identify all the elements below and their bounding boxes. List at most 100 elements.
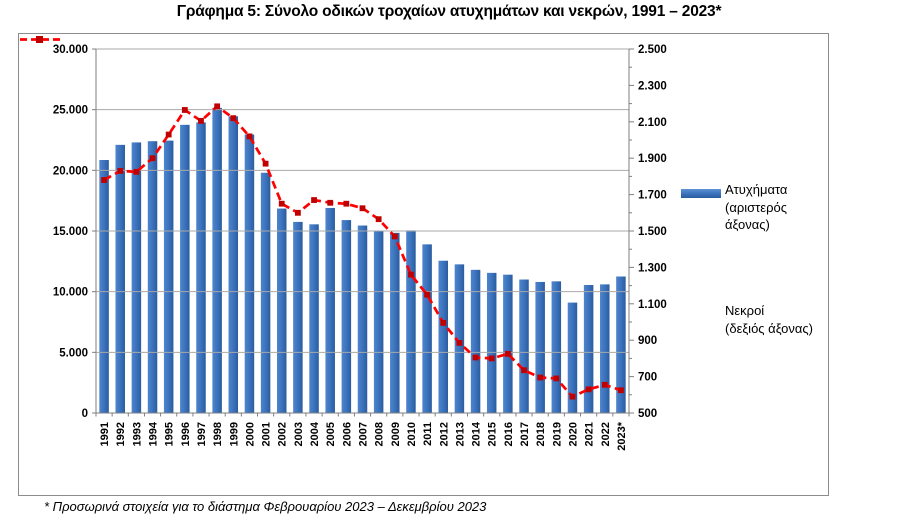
bar-2004 <box>309 224 319 413</box>
x-axis-label-1994: 1994 <box>148 421 160 446</box>
legend-label-deaths: Νεκροί (δεξιός άξονας) <box>725 303 814 336</box>
x-axis-label-2012: 2012 <box>438 422 450 446</box>
left-axis-label-30.000: 30.000 <box>53 44 88 56</box>
deaths-marker-2021 <box>585 386 592 393</box>
deaths-marker-2003 <box>294 209 301 216</box>
x-axis-label-1997: 1997 <box>196 422 208 446</box>
bar-2017 <box>519 279 529 413</box>
bar-2010 <box>406 230 416 413</box>
x-axis-label-2019: 2019 <box>551 422 563 446</box>
deaths-marker-1993 <box>133 168 140 175</box>
bar-2003 <box>293 221 303 413</box>
right-axis-label-1.500: 1.500 <box>638 226 667 238</box>
deaths-marker-2000 <box>246 133 253 140</box>
x-axis-label-2005: 2005 <box>325 422 337 446</box>
right-axis-label-2.300: 2.300 <box>638 80 667 92</box>
x-axis-label-2009: 2009 <box>390 422 402 446</box>
x-axis-label-1993: 1993 <box>131 422 143 446</box>
bar-2000 <box>244 134 255 413</box>
x-axis-label-1992: 1992 <box>115 422 127 446</box>
bar-1994 <box>147 141 158 413</box>
x-axis-label-2006: 2006 <box>341 422 353 446</box>
deaths-marker-2018 <box>537 374 544 381</box>
bar-1992 <box>115 144 125 413</box>
right-axis-label-1.100: 1.100 <box>638 299 667 311</box>
x-axis-label-2011: 2011 <box>422 422 434 446</box>
x-axis-label-2007: 2007 <box>358 422 370 446</box>
x-axis-label-2018: 2018 <box>535 422 547 446</box>
deaths-line-swatch-icon <box>20 36 62 43</box>
deaths-marker-1999 <box>230 115 237 122</box>
bar-1998 <box>212 107 222 413</box>
bar-2015 <box>486 272 497 413</box>
x-axis-label-2015: 2015 <box>487 422 499 446</box>
deaths-marker-2015 <box>488 355 495 362</box>
x-axis-label-2002: 2002 <box>277 422 289 446</box>
x-axis-label-1999: 1999 <box>228 422 240 446</box>
left-axis-label-15.000: 15.000 <box>53 226 88 238</box>
bar-1995 <box>163 140 174 414</box>
deaths-marker-1995 <box>165 131 172 138</box>
deaths-marker-2014 <box>472 354 479 361</box>
left-axis-label-20.000: 20.000 <box>53 165 88 177</box>
x-axis-label-2000: 2000 <box>244 422 256 446</box>
deaths-marker-2020 <box>569 393 576 400</box>
right-axis-label-900: 900 <box>638 335 657 347</box>
deaths-marker-2008 <box>375 216 382 223</box>
deaths-marker-1996 <box>181 107 188 113</box>
x-axis-label-2023*: 2023* <box>616 421 628 450</box>
bar-2018 <box>535 281 545 413</box>
x-axis-label-2010: 2010 <box>406 422 418 446</box>
x-axis-label-2016: 2016 <box>503 422 515 446</box>
bar-2023* <box>616 276 626 413</box>
bar-2021 <box>583 284 594 413</box>
bar-1999 <box>228 116 239 413</box>
deaths-marker-2001 <box>262 160 269 167</box>
right-axis-label-2.500: 2.500 <box>638 44 667 56</box>
x-axis-label-2004: 2004 <box>309 421 321 446</box>
legend-label-accidents: Ατυχήματα (αριστερός άξονας) <box>725 182 788 232</box>
deaths-marker-2010 <box>408 271 414 278</box>
right-axis-label-1.700: 1.700 <box>638 190 667 202</box>
deaths-marker-2017 <box>521 367 527 374</box>
x-axis-label-1996: 1996 <box>180 422 192 446</box>
right-axis-label-1.300: 1.300 <box>638 262 667 274</box>
deaths-marker-1992 <box>117 168 124 174</box>
right-axis-label-1.900: 1.900 <box>638 153 667 165</box>
deaths-marker-2002 <box>278 200 285 207</box>
right-axis-label-700: 700 <box>638 372 657 384</box>
deaths-marker-2013 <box>456 340 463 346</box>
deaths-marker-2019 <box>553 375 560 382</box>
bar-2002 <box>276 208 287 413</box>
deaths-marker-2006 <box>343 200 350 207</box>
bar-2011 <box>422 244 432 413</box>
bar-1996 <box>180 124 190 413</box>
bar-2009 <box>390 232 400 413</box>
bar-2006 <box>341 220 352 413</box>
deaths-marker-1997 <box>198 117 204 124</box>
bar-2008 <box>373 231 384 413</box>
bar-2001 <box>260 172 271 413</box>
right-axis-label-500: 500 <box>638 408 657 420</box>
deaths-marker-1991 <box>101 177 107 183</box>
left-axis-label-0: 0 <box>82 408 88 420</box>
x-axis-label-2008: 2008 <box>374 422 386 446</box>
x-axis-label-2020: 2020 <box>567 422 579 446</box>
deaths-marker-2022 <box>601 381 608 388</box>
left-axis-label-25.000: 25.000 <box>53 105 88 117</box>
bar-2016 <box>503 274 513 413</box>
left-axis-label-10.000: 10.000 <box>53 287 88 299</box>
x-axis-label-2017: 2017 <box>519 422 531 446</box>
x-axis-label-2021: 2021 <box>584 422 596 446</box>
bar-1993 <box>131 142 142 413</box>
bar-1991 <box>99 160 109 413</box>
deaths-marker-1994 <box>149 155 156 162</box>
deaths-marker-2004 <box>311 197 317 203</box>
accidents-bar-swatch-icon <box>681 189 721 198</box>
bar-2007 <box>357 225 368 413</box>
chart-canvas: 0 5.000 10.000 15.000 20.000 25.000 30.000 500 7… <box>53 44 667 451</box>
x-axis-label-2014: 2014 <box>471 421 483 446</box>
x-axis-label-2022: 2022 <box>600 422 612 446</box>
x-axis-label-1991: 1991 <box>99 422 111 446</box>
